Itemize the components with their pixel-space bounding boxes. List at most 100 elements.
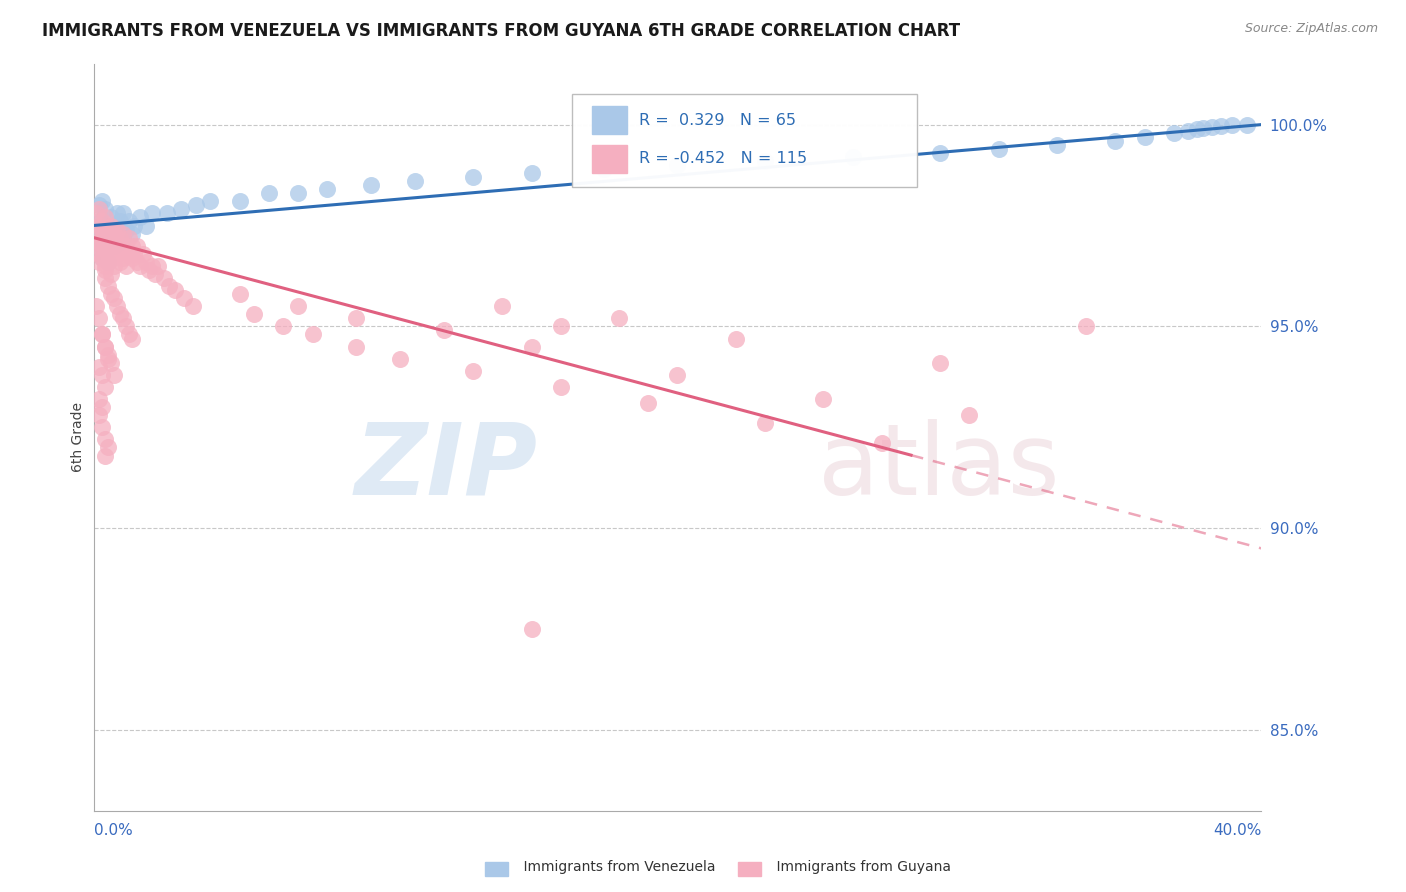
Point	[389, 351, 412, 366]
Point	[141, 259, 163, 273]
Point	[520, 166, 543, 180]
Text: 40.0%: 40.0%	[1213, 822, 1261, 838]
Point	[593, 161, 616, 176]
Point	[103, 251, 125, 265]
Point	[89, 202, 111, 217]
Point	[100, 235, 122, 249]
Point	[491, 299, 513, 313]
Point	[94, 271, 117, 285]
Point	[103, 238, 125, 252]
Point	[520, 622, 543, 636]
Point	[86, 299, 108, 313]
Point	[86, 238, 108, 252]
Point	[1209, 119, 1232, 133]
Point	[97, 441, 120, 455]
Point	[114, 319, 136, 334]
Point	[97, 255, 120, 269]
Point	[1046, 137, 1069, 152]
Point	[124, 219, 146, 233]
Point	[97, 238, 120, 252]
Point	[129, 259, 152, 273]
Point	[287, 299, 309, 313]
Point	[100, 287, 122, 301]
Point	[117, 230, 139, 244]
Point	[91, 219, 114, 233]
Point	[97, 351, 120, 366]
Point	[550, 380, 572, 394]
Point	[1133, 129, 1156, 144]
Point	[89, 392, 111, 406]
Point	[103, 259, 125, 273]
Point	[127, 255, 149, 269]
Point	[257, 186, 280, 201]
Point	[105, 235, 128, 249]
Point	[146, 259, 169, 273]
Bar	[592, 106, 627, 135]
Point	[243, 307, 266, 321]
Point	[124, 246, 146, 260]
Point	[89, 408, 111, 422]
Point	[100, 227, 122, 241]
Point	[132, 246, 155, 260]
Point	[121, 238, 143, 252]
FancyBboxPatch shape	[572, 94, 917, 187]
Point	[91, 368, 114, 382]
Point	[97, 222, 120, 236]
Point	[94, 230, 117, 244]
Point	[111, 238, 134, 252]
Point	[89, 246, 111, 260]
Point	[141, 206, 163, 220]
Point	[666, 158, 689, 172]
Point	[94, 259, 117, 273]
Point	[108, 255, 131, 269]
Point	[117, 214, 139, 228]
Point	[91, 238, 114, 252]
Point	[91, 222, 114, 236]
Point	[89, 198, 111, 212]
Point	[273, 319, 295, 334]
Point	[111, 206, 134, 220]
Point	[108, 214, 131, 228]
Point	[103, 238, 125, 252]
Point	[666, 368, 689, 382]
Point	[86, 206, 108, 220]
Point	[108, 307, 131, 321]
Point	[344, 311, 367, 326]
Point	[103, 227, 125, 241]
Point	[127, 238, 149, 252]
Point	[1076, 319, 1098, 334]
Text: ZIP: ZIP	[354, 418, 537, 516]
Point	[987, 142, 1010, 156]
Point	[111, 251, 134, 265]
Point	[301, 327, 323, 342]
Point	[111, 311, 134, 326]
Point	[94, 449, 117, 463]
Text: atlas: atlas	[818, 418, 1059, 516]
Point	[520, 340, 543, 354]
Point	[138, 263, 160, 277]
Point	[89, 255, 111, 269]
Point	[813, 392, 835, 406]
Point	[114, 259, 136, 273]
Text: Immigrants from Guyana: Immigrants from Guyana	[759, 860, 952, 874]
Point	[316, 182, 339, 196]
Point	[135, 219, 157, 233]
Point	[1177, 123, 1199, 137]
Point	[94, 202, 117, 217]
Point	[184, 198, 207, 212]
Point	[89, 311, 111, 326]
Point	[94, 340, 117, 354]
Point	[91, 227, 114, 241]
Point	[105, 227, 128, 241]
Point	[1163, 126, 1185, 140]
Point	[165, 283, 187, 297]
Point	[105, 222, 128, 236]
Point	[103, 368, 125, 382]
Point	[360, 178, 382, 193]
Point	[228, 194, 250, 209]
Point	[228, 287, 250, 301]
Point	[200, 194, 222, 209]
Point	[89, 214, 111, 228]
Point	[724, 331, 747, 345]
Point	[287, 186, 309, 201]
